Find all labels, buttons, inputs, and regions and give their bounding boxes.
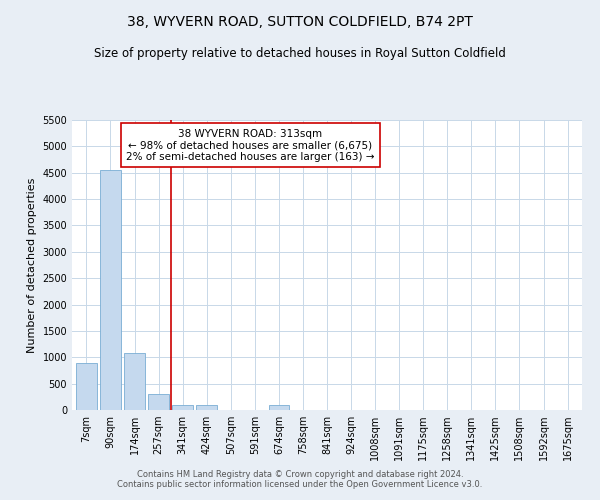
Bar [124,354,145,410]
Text: Contains HM Land Registry data © Crown copyright and database right 2024.
Contai: Contains HM Land Registry data © Crown c… [118,470,482,489]
Bar [76,362,97,410]
Bar [196,404,217,410]
Bar [148,394,169,410]
Bar [172,404,193,410]
Bar [100,170,121,410]
Text: 38 WYVERN ROAD: 313sqm
← 98% of detached houses are smaller (6,675)
2% of semi-d: 38 WYVERN ROAD: 313sqm ← 98% of detached… [126,128,375,162]
Text: Size of property relative to detached houses in Royal Sutton Coldfield: Size of property relative to detached ho… [94,48,506,60]
Y-axis label: Number of detached properties: Number of detached properties [27,178,37,352]
Bar [269,406,289,410]
Text: 38, WYVERN ROAD, SUTTON COLDFIELD, B74 2PT: 38, WYVERN ROAD, SUTTON COLDFIELD, B74 2… [127,15,473,29]
